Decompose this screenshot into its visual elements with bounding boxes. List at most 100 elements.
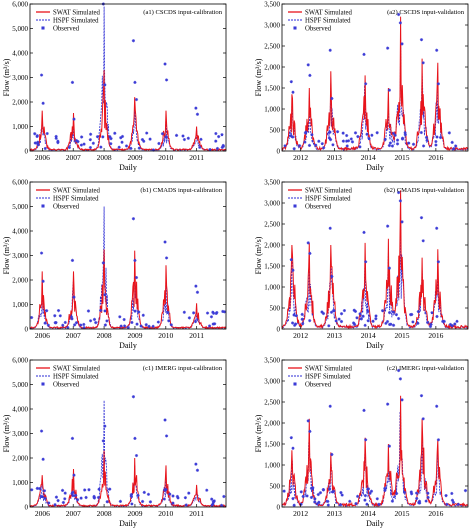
observed-point [63,320,67,325]
hspf-series-line [281,36,469,152]
y-tick-label: 3,500 [264,1,280,9]
observed-point [123,324,127,328]
observed-point [455,319,459,323]
y-tick-label: 1,500 [264,263,280,271]
observed-point [195,468,200,472]
y-tick-label: 0 [277,148,281,156]
observed-point [151,324,155,328]
observed-point [393,133,397,137]
observed-point [66,325,70,330]
observed-point [187,491,191,495]
observed-point [33,141,37,145]
observed-point [36,140,40,144]
observed-point [147,324,151,328]
observed-point [117,145,121,149]
observed-point [450,498,455,502]
observed-point [414,491,419,495]
observed-point [365,502,369,506]
legend-swat-label: SWAT Simulated [53,188,100,195]
observed-point [400,220,404,224]
observed-point [72,117,76,121]
observed-point [362,52,366,56]
observed-point [53,503,57,507]
observed-point [456,502,460,506]
observed-point [42,489,47,493]
observed-point [350,140,355,144]
x-tick-label: 2007 [66,153,81,162]
observed-point [148,500,153,504]
observed-point [176,496,180,500]
x-axis-label: Daily [119,519,137,528]
observed-point [429,322,433,327]
y-tick-label: 2,500 [264,399,280,407]
observed-point [199,137,203,141]
observed-point [95,135,100,139]
observed-point [282,489,286,493]
observed-point [87,488,91,492]
observed-point [426,320,430,325]
legend-observed-label: Observed [53,204,80,211]
observed-point [383,137,387,141]
observed-point [211,499,215,504]
x-tick-label: 2011 [189,509,204,518]
observed-point [222,494,226,499]
y-tick-label: 0 [277,326,281,334]
x-tick-label: 2012 [293,331,308,340]
y-tick-label: 6,000 [12,179,28,187]
observed-point [198,145,202,149]
observed-point [388,141,392,145]
observed-point [445,502,449,506]
observed-point [363,498,367,502]
observed-point [339,312,344,316]
observed-point [156,320,160,324]
observed-point [33,132,37,136]
observed-point [320,310,324,314]
observed-point [144,323,148,327]
swat-series-line [281,395,469,508]
observed-point [118,499,122,503]
observed-point [142,139,146,143]
observed-points [30,395,226,507]
observed-point [174,133,179,137]
observed-point [292,313,296,317]
observed-point [435,226,439,230]
observed-point [421,61,425,65]
observed-point [61,500,65,505]
observed-point [54,134,58,139]
observed-point [321,311,326,316]
observed-point [39,429,44,433]
observed-point [97,487,101,491]
observed-point [82,142,86,146]
legend-observed-label: Observed [305,382,332,389]
legend-hspf-label: HSPF Simulated [53,374,99,381]
observed-point [129,493,133,497]
observed-point [83,488,87,492]
observed-point [163,240,167,244]
observed-point [299,490,303,494]
observed-point [327,487,332,491]
observed-point [91,141,95,145]
x-axis-label: Daily [366,163,384,172]
observed-point [436,82,441,86]
y-tick-label: 0 [25,504,29,512]
observed-point [133,436,137,440]
legend-observed-label: Observed [53,26,80,33]
observed-point [377,502,381,506]
observed-point [303,140,307,144]
observed-point [400,137,405,141]
observed-point [108,487,112,491]
x-tick-label: 2006 [35,153,50,162]
observed-point [303,131,308,135]
observed-point [67,145,72,150]
observed-point [383,488,387,492]
y-tick-label: 1,000 [264,462,280,470]
observed-point [205,311,210,315]
observed-point [289,134,293,138]
observed-point [366,487,371,491]
y-tick-label: 2,000 [12,455,28,463]
observed-point [88,145,93,150]
chart-panel-2: 0 500 1,000 1,500 2,000 2,500 3,000 3,500 2012 20… [254,1,469,172]
